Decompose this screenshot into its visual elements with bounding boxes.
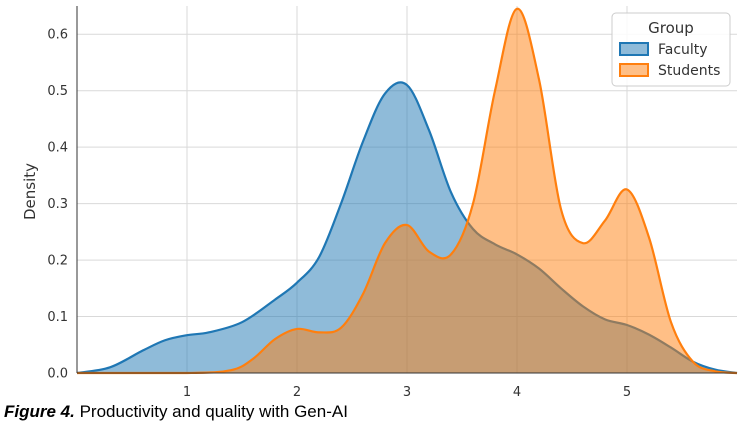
students-legend-swatch [619,63,649,77]
y-tick-label: 0.1 [47,310,68,325]
x-tick-label: 5 [623,385,631,400]
y-tick-label: 0.4 [47,141,68,156]
figure-caption: Figure 4. Productivity and quality with … [4,402,348,422]
legend: Group Faculty Students [611,12,731,87]
students-density-line [77,7,738,375]
legend-title: Group [648,19,694,37]
x-tick-label: 4 [513,385,521,400]
x-tick-label: 1 [183,385,191,400]
x-tick-label: 3 [403,385,411,400]
y-tick-label: 0.2 [47,254,68,269]
axes-frame [76,6,737,374]
x-tick-label: 2 [293,385,301,400]
tick-labels: 1 2 3 4 5 0.0 0.1 0.2 0.3 0.4 0.5 0.6 [47,28,631,400]
students-legend-label: Students [658,63,720,79]
y-tick-label: 0.5 [47,84,68,99]
y-tick-label: 0.0 [47,367,68,382]
density-areas [76,7,738,375]
y-axis-label: Density [21,163,39,220]
y-tick-label: 0.3 [47,197,68,212]
caption-text: Productivity and quality with Gen-AI [74,402,348,421]
faculty-legend-label: Faculty [658,42,708,58]
faculty-legend-swatch [619,42,649,56]
density-chart: 1 2 3 4 5 0.0 0.1 0.2 0.3 0.4 0.5 0.6 Density Group… [21,6,738,400]
figure-label: Figure 4. [4,402,75,421]
y-tick-label: 0.6 [47,28,68,43]
students-density-area [77,8,737,373]
